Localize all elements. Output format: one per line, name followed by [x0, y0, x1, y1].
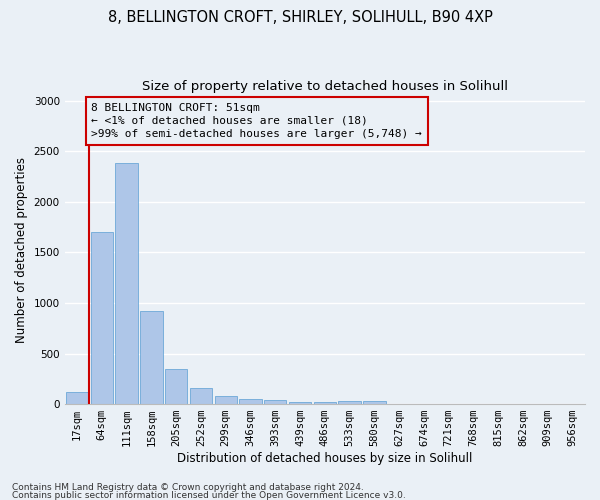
Bar — [66, 392, 88, 404]
Bar — [314, 402, 336, 404]
Bar — [363, 400, 386, 404]
Bar — [338, 400, 361, 404]
Bar — [190, 388, 212, 404]
Bar — [140, 311, 163, 404]
Bar — [289, 402, 311, 404]
Text: Contains HM Land Registry data © Crown copyright and database right 2024.: Contains HM Land Registry data © Crown c… — [12, 484, 364, 492]
Text: Contains public sector information licensed under the Open Government Licence v3: Contains public sector information licen… — [12, 491, 406, 500]
Text: 8 BELLINGTON CROFT: 51sqm
← <1% of detached houses are smaller (18)
>99% of semi: 8 BELLINGTON CROFT: 51sqm ← <1% of detac… — [91, 102, 422, 139]
Y-axis label: Number of detached properties: Number of detached properties — [15, 157, 28, 343]
X-axis label: Distribution of detached houses by size in Solihull: Distribution of detached houses by size … — [177, 452, 473, 465]
Bar — [115, 164, 138, 404]
Bar — [239, 398, 262, 404]
Text: 8, BELLINGTON CROFT, SHIRLEY, SOLIHULL, B90 4XP: 8, BELLINGTON CROFT, SHIRLEY, SOLIHULL, … — [107, 10, 493, 25]
Bar — [165, 368, 187, 404]
Title: Size of property relative to detached houses in Solihull: Size of property relative to detached ho… — [142, 80, 508, 93]
Bar — [91, 232, 113, 404]
Bar — [264, 400, 286, 404]
Bar — [215, 396, 237, 404]
